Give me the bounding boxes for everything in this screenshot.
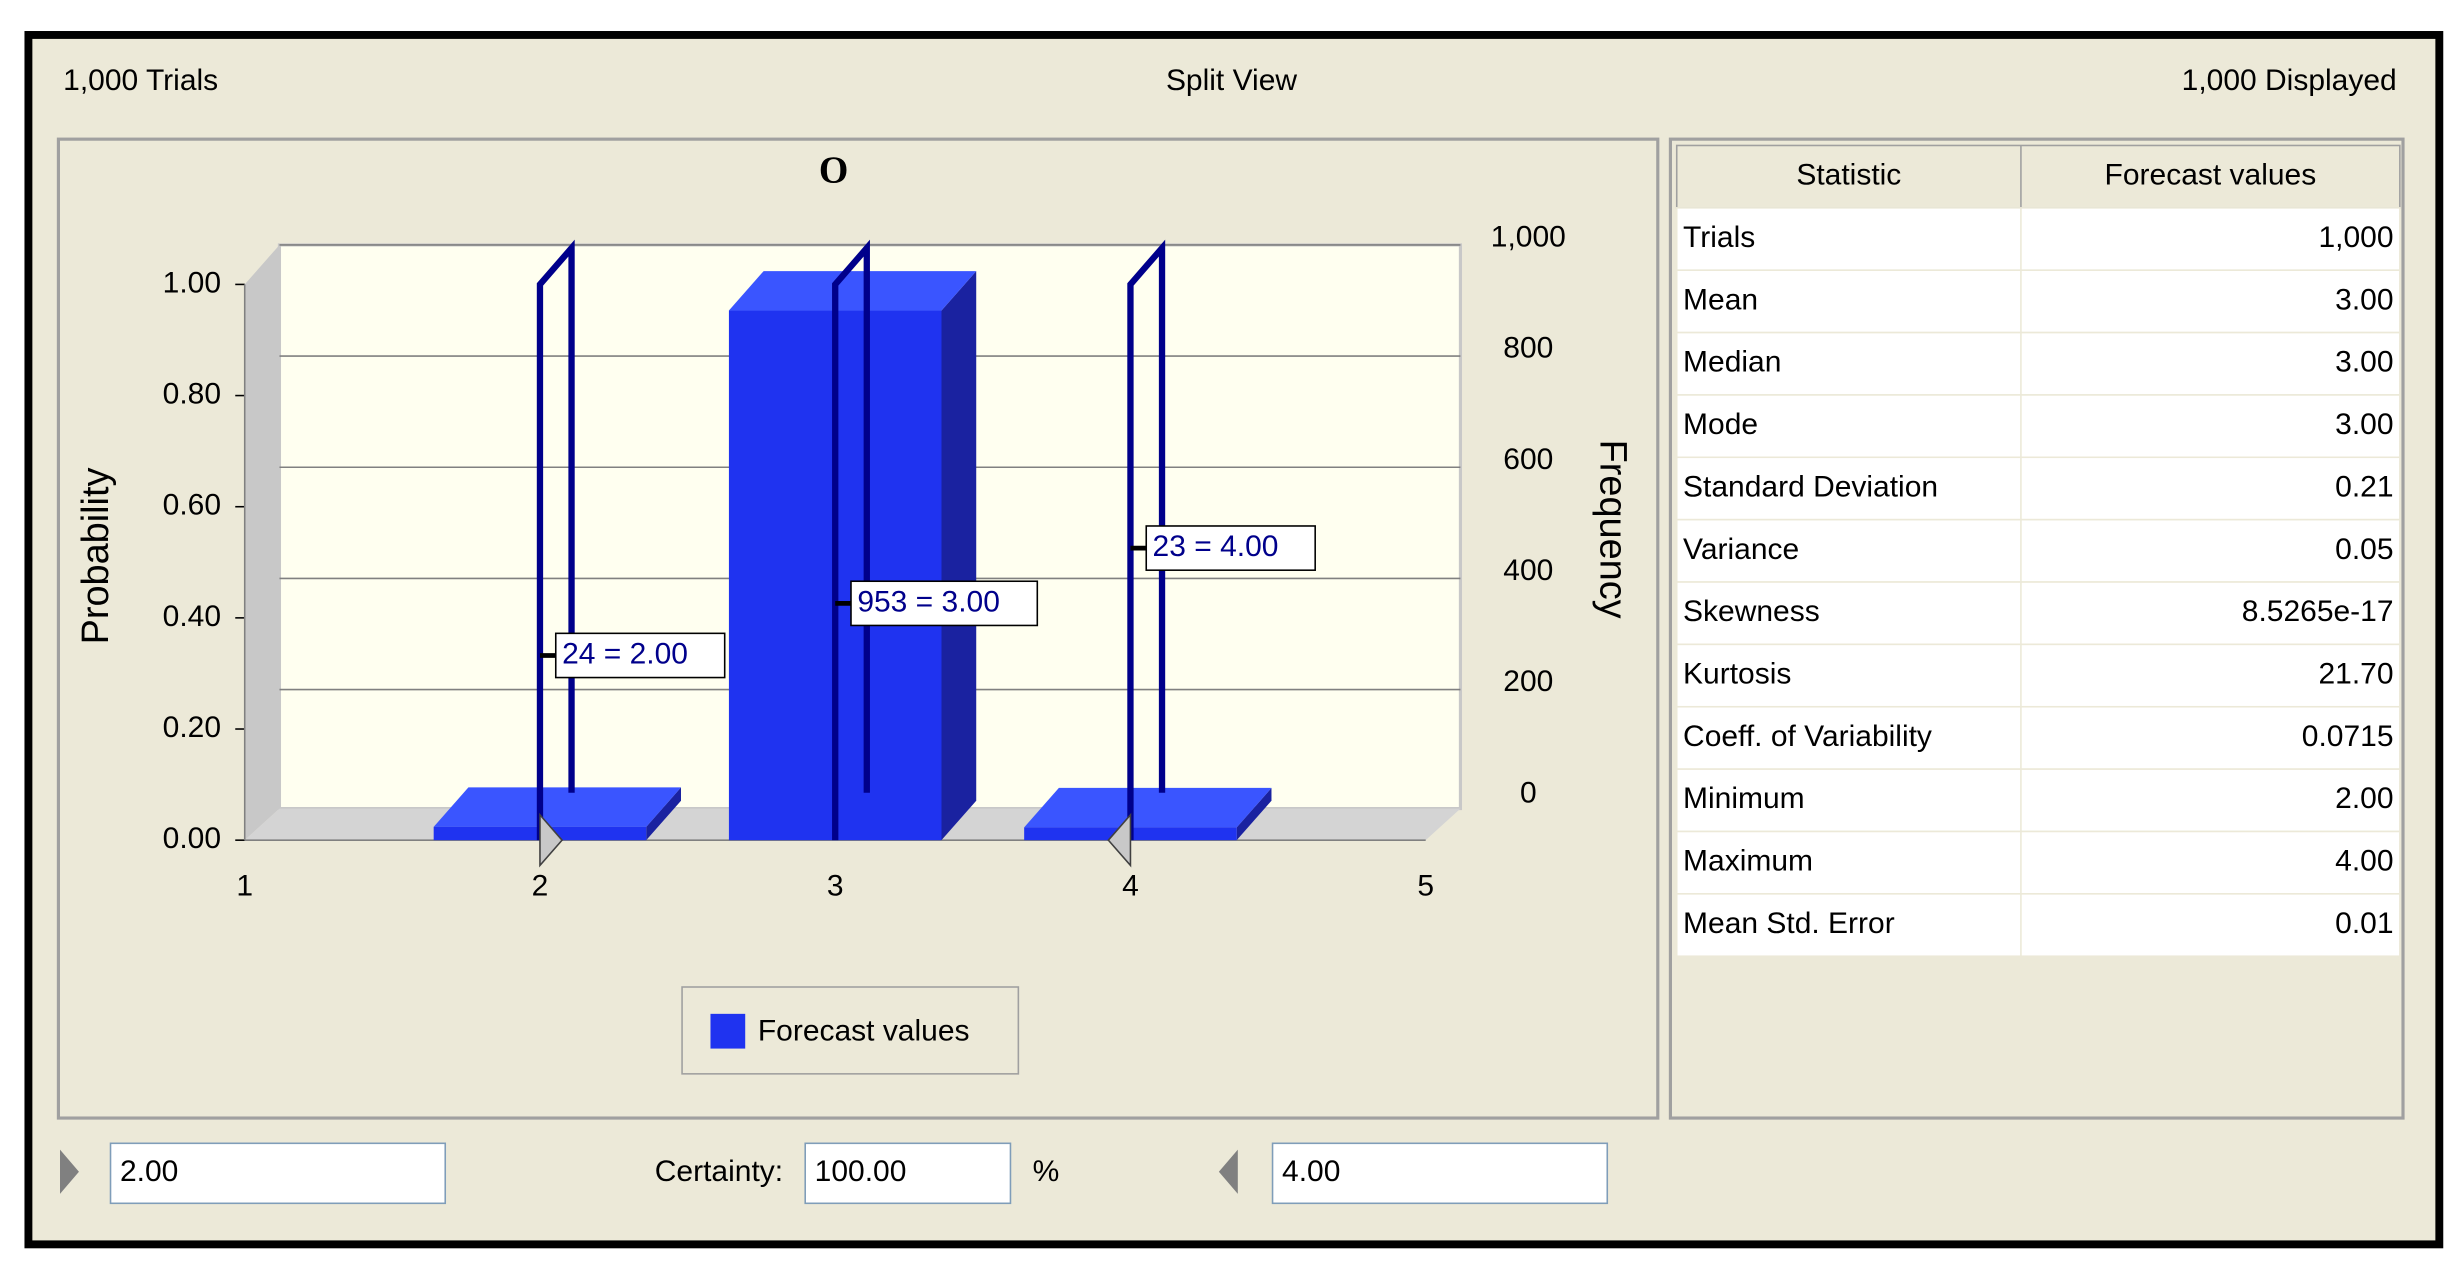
value-line (536, 239, 575, 841)
legend-swatch (710, 1013, 746, 1049)
bar-top (728, 271, 977, 311)
certainty-marker (539, 812, 564, 868)
stat-name: Mean (1683, 283, 1758, 316)
certainty-label: Certainty: (655, 1155, 783, 1188)
stat-value: 0.01 (2335, 907, 2393, 940)
data-label: 23 = 4.00 (1153, 530, 1279, 563)
stat-value: 3.00 (2335, 408, 2393, 441)
stat-value: 2.00 (2335, 782, 2393, 815)
row (1675, 394, 2401, 459)
stat-value: 0.21 (2335, 470, 2393, 503)
lower-marker (59, 1149, 79, 1194)
bar-top (1024, 787, 1272, 828)
y2-tick-label: 400 (1503, 554, 1553, 587)
row (1675, 207, 2401, 271)
certainty-value: 100.00 (815, 1155, 907, 1188)
row (1675, 830, 2401, 895)
bar-side (1236, 787, 1272, 841)
stat-value: 1,000 (2318, 221, 2393, 254)
x-tick-label: 3 (827, 869, 844, 902)
stat-value: 8.5265e-17 (2242, 595, 2394, 628)
data-label: 24 = 2.00 (562, 637, 688, 670)
data-label: 953 = 3.00 (857, 585, 1000, 618)
stat-value: 3.00 (2335, 283, 2393, 316)
y2-tick-label: 800 (1503, 332, 1553, 365)
stat-name: Mode (1683, 408, 1758, 441)
y-tick-label: 0.80 (163, 377, 221, 410)
row (1675, 893, 2401, 958)
stat-name: Trials (1683, 221, 1755, 254)
label-box (850, 580, 1039, 627)
stat-value: 21.70 (2318, 657, 2393, 690)
label-box (1145, 525, 1316, 571)
bar-top (433, 787, 681, 827)
y-tick-label: 1.00 (163, 266, 221, 299)
stat-name: Mean Std. Error (1683, 907, 1895, 940)
lower-input[interactable] (109, 1142, 447, 1205)
y2-tick-label: 200 (1503, 665, 1553, 698)
stat-name: Skewness (1683, 595, 1820, 628)
label-box (554, 632, 726, 679)
stat-name: Variance (1683, 533, 1799, 566)
side-wall (244, 244, 280, 841)
stat-name: Maximum (1683, 845, 1813, 878)
y-tick-label: 0.20 (163, 711, 221, 744)
y2-axis-label: Frequency (1591, 440, 1633, 619)
stat-name: Standard Deviation (1683, 470, 1938, 503)
x-tick-label: 2 (532, 869, 549, 902)
value-line (1127, 239, 1166, 841)
value-line (832, 239, 870, 841)
y-axis-label: Probability (75, 468, 117, 645)
y-tick-label: 0.00 (163, 822, 221, 855)
view: Split View (1166, 64, 1297, 97)
row (1675, 269, 2401, 334)
y-tick-label: 0.40 (163, 600, 221, 633)
stat-name: Minimum (1683, 782, 1805, 815)
legend-label: Forecast values (758, 1015, 970, 1048)
chart-title: O (819, 150, 848, 192)
x-tick-label: 4 (1122, 869, 1139, 902)
y2-tick-label: 0 (1520, 776, 1537, 809)
bar-side (646, 787, 681, 841)
stat-value: 3.00 (2335, 346, 2393, 379)
column-header: Statistic (1796, 159, 1901, 192)
displayed: 1,000 Displayed (2182, 64, 2397, 97)
certainty-input[interactable] (804, 1142, 1012, 1205)
footer: 2.00 Certainty: 100.00 % 4.00 (59, 1142, 1609, 1205)
trials: 1,000 Trials (63, 64, 218, 97)
row (1675, 705, 2401, 770)
upper-marker (1218, 1149, 1238, 1194)
stat-name: Kurtosis (1683, 657, 1791, 690)
stat-value: 4.00 (2335, 845, 2393, 878)
y2-tick-label: 600 (1503, 443, 1553, 476)
column-header: Forecast values (2105, 159, 2317, 192)
certainty-unit: % (1033, 1155, 1060, 1188)
row (1675, 518, 2401, 583)
lower-value: 2.00 (120, 1155, 178, 1188)
certainty-marker (1107, 812, 1132, 868)
bar-side (941, 271, 977, 841)
statistics-table: Statistic Forecast values Trials 1,000 Mean 3… (1675, 144, 2401, 958)
stat-name: Median (1683, 346, 1781, 379)
x-tick-label: 5 (1417, 869, 1434, 902)
stat-name: Coeff. of Variability (1683, 720, 1932, 753)
y2-tick-label: 1,000 (1491, 221, 1566, 254)
row (1675, 643, 2401, 708)
stat-value: 0.0715 (2302, 720, 2394, 753)
row (1675, 331, 2401, 396)
x-tick-label: 1 (236, 869, 253, 902)
row (1675, 581, 2401, 646)
y-tick-label: 0.60 (163, 489, 221, 522)
upper-value: 4.00 (1282, 1155, 1340, 1188)
plot: 0.00 0.20 0.40 0.60 0.80 1.00 0 200 400 600 800 1,0… (163, 221, 1566, 1075)
upper-input[interactable] (1271, 1142, 1609, 1205)
row (1675, 456, 2401, 521)
header-row (1675, 144, 2401, 209)
stat-value: 0.05 (2335, 533, 2393, 566)
